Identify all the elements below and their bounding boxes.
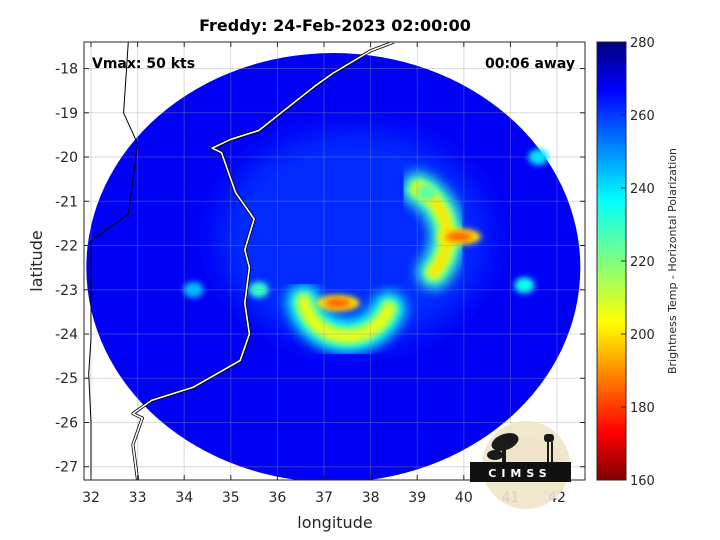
coastline: [132, 42, 395, 480]
x-tick-label-4: 36: [268, 490, 286, 506]
colorbar-ticks: 280 260 240 220 200 180 160: [621, 36, 655, 489]
colorbar-tick-label-4: 200: [630, 328, 655, 343]
microwave-swath: [86, 53, 581, 480]
x-tick-label-0: 32: [82, 490, 100, 506]
y-axis-label: latitude: [27, 230, 46, 291]
storm-features: [183, 149, 549, 354]
y-tick-label-8: -26: [55, 415, 78, 431]
y-tick-label-6: -24: [55, 327, 78, 343]
x-tick-label-1: 33: [129, 490, 147, 506]
x-tick-label-3: 35: [222, 490, 240, 506]
y-tick-label-1: -19: [55, 106, 78, 122]
y-tick-label-9: -27: [55, 460, 78, 476]
x-tick-label-5: 37: [315, 490, 333, 506]
y-tick-label-2: -20: [55, 150, 78, 166]
y-tick-label-0: -18: [55, 62, 78, 78]
convective-core-2: [324, 298, 351, 309]
convective-cell-5: [248, 281, 269, 298]
cimss-logo-text: CIMSS: [488, 467, 551, 480]
colorbar-tick-label-0: 280: [630, 36, 655, 51]
x-axis-label: longitude: [297, 513, 372, 532]
convective-core-3: [446, 231, 473, 242]
vmax-label: Vmax: 50 kts: [92, 56, 195, 72]
grid-lines: [84, 42, 585, 480]
plot-frame: [83, 41, 586, 481]
y-axis-ticks: -18 -19 -20 -21 -22 -23 -24 -25 -26 -27: [55, 62, 585, 476]
chart-title: Freddy: 24-Feb-2023 02:00:00: [199, 16, 471, 35]
convective-cell-6: [528, 149, 549, 166]
coastlines: [88, 42, 395, 480]
x-tick-label-2: 34: [175, 490, 193, 506]
x-tick-label-8: 40: [455, 490, 473, 506]
convective-cell-8: [183, 281, 204, 298]
country-border: [88, 42, 139, 480]
convective-cell-4: [416, 184, 437, 201]
colorbar-tick-label-1: 260: [630, 109, 655, 124]
colorbar-label: Brightness Temp - Horizontal Polarizatio…: [666, 148, 679, 374]
y-tick-label-5: -23: [55, 283, 78, 299]
colorbar-tick-label-2: 240: [630, 182, 655, 197]
cimss-logo: CIMSS: [470, 421, 571, 509]
time-offset-label: 00:06 away: [485, 56, 575, 72]
x-tick-label-6: 38: [362, 490, 380, 506]
colorbar-tick-label-6: 160: [630, 474, 655, 489]
convective-cell-7: [514, 277, 535, 294]
colorbar-tick-label-3: 220: [630, 255, 655, 270]
y-tick-label-4: -22: [55, 239, 78, 255]
rainband-0: [299, 297, 393, 341]
x-tick-label-7: 39: [408, 490, 426, 506]
y-tick-label-7: -25: [55, 371, 78, 387]
y-tick-label-3: -21: [55, 194, 78, 210]
colorbar-tick-label-5: 180: [630, 401, 655, 416]
